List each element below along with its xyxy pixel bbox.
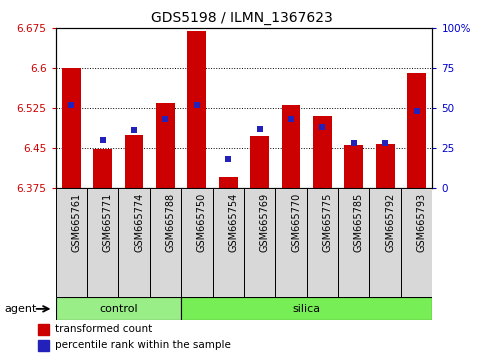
FancyBboxPatch shape [87,188,118,297]
Point [319,124,327,130]
Text: GSM665761: GSM665761 [71,193,81,252]
Bar [407,73,426,188]
Text: GSM665754: GSM665754 [228,193,238,252]
Text: GSM665770: GSM665770 [291,193,301,252]
Text: GSM665774: GSM665774 [134,193,144,252]
Text: GSM665775: GSM665775 [323,193,332,252]
Text: transformed count: transformed count [55,325,152,335]
Text: agent: agent [5,304,37,314]
Point [99,137,107,143]
FancyBboxPatch shape [401,188,432,297]
FancyBboxPatch shape [56,188,87,297]
Point [256,126,264,132]
FancyBboxPatch shape [275,188,307,297]
Bar [156,103,175,188]
Point [350,140,357,146]
Text: silica: silica [293,304,321,314]
Text: GSM665793: GSM665793 [416,193,426,252]
Point [382,140,389,146]
Point [287,116,295,122]
Text: GDS5198 / ILMN_1367623: GDS5198 / ILMN_1367623 [151,11,332,25]
Point [193,102,201,108]
Bar [282,105,300,188]
Point [130,127,138,133]
Text: GSM665771: GSM665771 [103,193,113,252]
Bar [125,135,143,188]
Bar [187,31,206,188]
Point [224,156,232,162]
Bar [38,340,49,351]
Text: control: control [99,304,138,314]
FancyBboxPatch shape [244,188,275,297]
Bar [250,136,269,188]
Bar [62,68,81,188]
FancyBboxPatch shape [369,188,401,297]
FancyBboxPatch shape [181,297,432,320]
Text: GSM665750: GSM665750 [197,193,207,252]
FancyBboxPatch shape [307,188,338,297]
FancyBboxPatch shape [150,188,181,297]
Text: percentile rank within the sample: percentile rank within the sample [55,341,231,350]
Point [161,116,170,122]
FancyBboxPatch shape [213,188,244,297]
Text: GSM665792: GSM665792 [385,193,395,252]
FancyBboxPatch shape [181,188,213,297]
Bar [313,116,332,188]
Bar [376,143,395,188]
Point [412,108,420,114]
Bar [38,324,49,335]
Text: GSM665788: GSM665788 [165,193,175,252]
FancyBboxPatch shape [118,188,150,297]
FancyBboxPatch shape [56,297,181,320]
Bar [344,145,363,188]
Text: GSM665785: GSM665785 [354,193,364,252]
Text: GSM665769: GSM665769 [260,193,270,252]
Bar [93,149,112,188]
FancyBboxPatch shape [338,188,369,297]
Point [68,102,75,108]
Bar [219,177,238,188]
